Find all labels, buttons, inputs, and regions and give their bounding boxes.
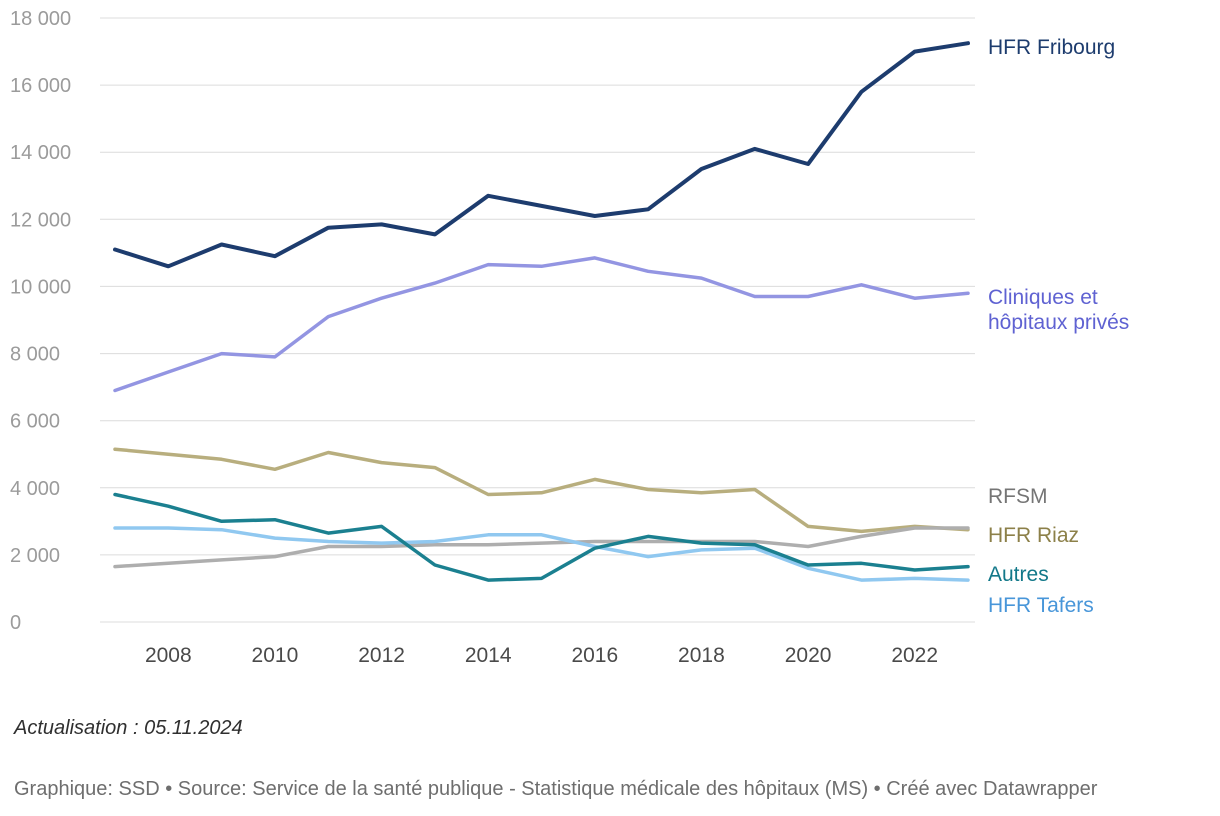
y-tick-label: 16 000: [10, 75, 71, 97]
x-tick-label: 2014: [465, 644, 512, 667]
series-line-hfr-tafers: [113, 526, 970, 582]
series-line-hfr-riaz: [113, 447, 970, 534]
y-tick-label: 12 000: [10, 209, 71, 231]
series-line-autres: [113, 492, 970, 582]
line-chart-plot: 0 2 000 4 000 6 000 8 000 10 000 12 000 14 000 1…: [10, 8, 975, 667]
y-tick-label: 4 000: [10, 478, 60, 500]
attribution-line: Graphique: SSD • Source: Service de la s…: [14, 778, 1098, 800]
x-tick-label: 2022: [891, 644, 938, 667]
x-tick-label: 2012: [358, 644, 405, 667]
x-tick-label: 2010: [252, 644, 299, 667]
x-tick-label: 2018: [678, 644, 725, 667]
y-tick-label: 0: [10, 612, 21, 634]
y-tick-label: 2 000: [10, 545, 60, 567]
update-note: Actualisation : 05.11.2024: [14, 717, 243, 739]
x-tick-label: 2008: [145, 644, 192, 667]
series-line-rfsm: [113, 526, 970, 569]
series-line-cliniques-prives: [113, 256, 970, 393]
y-tick-label: 10 000: [10, 276, 71, 298]
y-tick-label: 8 000: [10, 344, 60, 366]
y-tick-label: 14 000: [10, 142, 71, 164]
y-tick-label: 18 000: [10, 8, 71, 30]
y-tick-label: 6 000: [10, 411, 60, 433]
x-tick-label: 2020: [785, 644, 832, 667]
x-tick-label: 2016: [571, 644, 618, 667]
series-line-hfr-fribourg: [113, 41, 970, 269]
